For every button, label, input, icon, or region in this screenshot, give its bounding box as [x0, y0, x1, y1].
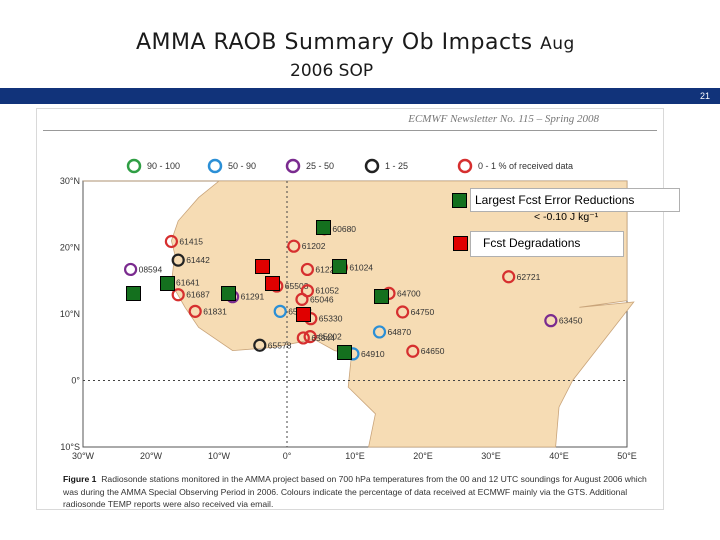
degradation-legend-square [453, 236, 468, 251]
reduction-marker [316, 219, 332, 235]
reduction-label: Largest Fcst Error Reductions [475, 193, 635, 207]
figure-caption: Figure 1 Radiosonde stations monitored i… [63, 473, 655, 509]
reduction-marker [126, 286, 141, 302]
lat-tick-label: 0° [71, 376, 80, 386]
station-label: 61202 [302, 241, 326, 251]
station-circle [171, 288, 185, 302]
slide-title-main: AMMA RAOB Summary Ob Impacts [136, 30, 533, 55]
station-circle [123, 262, 138, 277]
station-circle [396, 305, 410, 319]
lon-tick-label: 50°E [617, 451, 637, 461]
station-circle [287, 239, 301, 253]
station-circle [303, 330, 317, 344]
station-circle [544, 314, 558, 328]
newsletter-header: ECMWF Newsletter No. 115 – Spring 2008 [408, 113, 599, 125]
station-circle [406, 344, 420, 358]
degradation-marker [255, 259, 271, 275]
station-label: 65046 [310, 294, 334, 304]
legend-label: 90 - 100 [147, 161, 180, 171]
lon-tick-label: 10°E [345, 451, 365, 461]
lon-tick-label: 40°E [549, 451, 569, 461]
station-circle [171, 253, 185, 267]
station-circle [188, 304, 202, 318]
station-label: 61641 [176, 278, 200, 288]
station-label: 60680 [332, 224, 356, 234]
figure-panel: ECMWF Newsletter No. 115 – Spring 2008 9… [36, 108, 664, 510]
station-label: 64750 [411, 307, 435, 317]
station-label: 64650 [421, 346, 445, 356]
map-frame: 30°N 20°N 10°N 0° 10°S30°W 20°W 10°W 0° 10°E 20°E… [60, 176, 637, 461]
legend: 90 - 100 50 - 90 25 - 50 1 - 25 0 - 1 % of r… [126, 158, 573, 174]
caption-text: Radiosonde stations monitored in the AMM… [63, 474, 647, 509]
legend-circle [364, 158, 380, 174]
station-circle [296, 331, 310, 345]
legend-circle [285, 158, 301, 174]
threshold-label: < -0.10 J kg⁻¹ [534, 211, 599, 223]
station-label: 63450 [559, 316, 583, 326]
station-label: 08594 [139, 264, 163, 274]
degradation-label-box [470, 231, 624, 257]
station-label: 64910 [361, 349, 385, 359]
lon-tick-label: 30°W [72, 451, 95, 461]
legend-circle [207, 158, 223, 174]
lat-tick-label: 10°N [60, 309, 80, 319]
station-label: 64700 [397, 288, 421, 298]
slide-header-bar: 21 [0, 88, 720, 104]
legend-circle [457, 158, 473, 174]
station-label: 61291 [241, 292, 265, 302]
reduction-label-box [470, 188, 680, 212]
station-label: 65344 [311, 333, 335, 343]
lon-tick-label: 10°W [208, 451, 231, 461]
legend-label: 0 - 1 % of received data [478, 161, 573, 171]
station-label: 61223 [315, 264, 339, 274]
reduction-marker [374, 289, 390, 305]
station-circle [273, 304, 287, 318]
legend-label: 25 - 50 [306, 161, 334, 171]
station-label: 61831 [203, 306, 227, 316]
reduction-marker [160, 276, 175, 292]
legend-label: 1 - 25 [385, 161, 408, 171]
station-label: 61052 [315, 286, 339, 296]
station-circle [253, 338, 267, 352]
slide-number: 21 [699, 91, 710, 101]
lon-tick-label: 0° [283, 451, 292, 461]
reduction-marker [336, 344, 352, 360]
station-label: 65202 [318, 332, 342, 342]
reduction-marker [332, 259, 347, 275]
stations: 6141561442085946164161687618316129165418… [123, 222, 583, 361]
station-map: 90 - 100 50 - 90 25 - 50 1 - 25 0 - 1 % of r… [60, 158, 637, 461]
lon-tick-label: 20°W [140, 451, 163, 461]
degradation-marker [296, 307, 311, 323]
station-circle [502, 270, 516, 284]
lat-tick-label: 10°S [60, 442, 80, 452]
lat-tick-label: 20°N [60, 243, 80, 253]
station-label: 61687 [186, 290, 210, 300]
station-label: 61024 [349, 262, 373, 272]
reduction-marker [221, 286, 237, 302]
slide-title: AMMA RAOB Summary Ob Impacts Aug [136, 30, 575, 55]
station-circle [300, 262, 314, 277]
station-circle [164, 234, 178, 249]
lon-tick-label: 20°E [413, 451, 433, 461]
station-circle [295, 292, 309, 306]
station-label: 65330 [319, 314, 343, 324]
station-label: 61415 [179, 237, 203, 247]
slide-subtitle: 2006 SOP [290, 61, 374, 81]
lon-tick-label: 30°E [481, 451, 501, 461]
degradation-label: Fcst Degradations [483, 236, 581, 250]
caption-label: Figure 1 [63, 474, 97, 484]
legend-label: 50 - 90 [228, 161, 256, 171]
degradation-marker [265, 276, 281, 292]
station-label: 65503 [285, 281, 309, 291]
station-label: 64870 [387, 327, 411, 337]
station-label: 62721 [517, 272, 541, 282]
station-label: 61442 [186, 255, 210, 265]
station-label: 65578 [268, 340, 292, 350]
slide-title-suffix: Aug [540, 34, 575, 54]
header-rule [43, 130, 657, 131]
station-circle [372, 325, 387, 339]
legend-circle [126, 158, 142, 174]
reduction-legend-square [452, 193, 467, 208]
lat-tick-label: 30°N [60, 176, 80, 186]
